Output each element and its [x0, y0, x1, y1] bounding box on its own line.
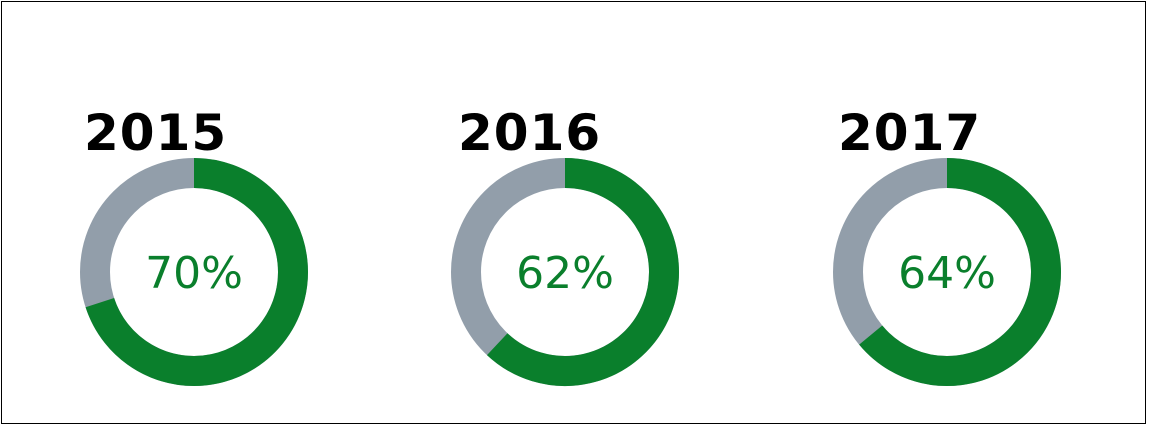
donut-chart-2015: 2015 70%	[80, 104, 308, 386]
percent-label-2017: 64%	[898, 248, 996, 299]
donut-value-arc-2015	[85, 158, 308, 386]
donut-chart-2016: 2016 62%	[451, 104, 679, 386]
year-label-2017: 2017	[838, 104, 981, 162]
percent-label-2015: 70%	[145, 248, 243, 299]
donut-value-arc-2017	[859, 158, 1061, 386]
year-label-2015: 2015	[84, 104, 227, 162]
donut-value-arc-2016	[486, 158, 679, 386]
year-label-2016: 2016	[458, 104, 601, 162]
percent-label-2016: 62%	[516, 248, 614, 299]
donut-chart-2017: 2017 64%	[833, 104, 1061, 386]
